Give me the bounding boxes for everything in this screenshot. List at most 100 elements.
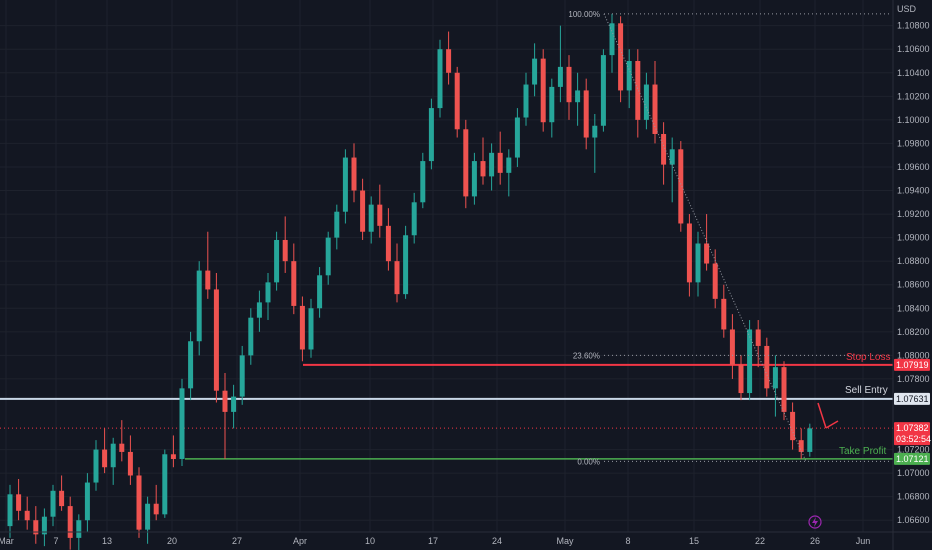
candle — [798, 428, 804, 459]
candle-body — [196, 270, 202, 342]
x-tick-label: 8 — [625, 536, 630, 546]
candle-body — [420, 161, 426, 203]
candle — [643, 72, 649, 130]
candle — [506, 149, 512, 197]
stop-loss-price-tag[interactable]: 1.07919 — [894, 358, 930, 371]
candle — [265, 272, 271, 321]
candle — [299, 296, 305, 362]
sell-entry-price-tag-bg — [894, 392, 930, 405]
x-tick-label: 13 — [102, 536, 112, 546]
candle — [635, 49, 641, 138]
candle — [50, 484, 56, 527]
candle-body — [248, 317, 254, 356]
candle — [274, 231, 280, 291]
fib-trend-line — [603, 13, 807, 462]
candle — [721, 284, 727, 338]
candle — [188, 331, 194, 401]
candle-body — [755, 329, 761, 346]
lightning-icon-circle — [808, 515, 822, 529]
candle — [394, 243, 400, 303]
stop-loss-price-tag-text: 1.07919 — [896, 360, 929, 370]
y-tick-label: 1.10600 — [897, 44, 930, 54]
candle — [669, 137, 675, 203]
candle — [454, 66, 460, 138]
candle — [807, 423, 813, 457]
down-arrow-icon — [817, 402, 839, 429]
candle-body — [540, 58, 546, 123]
candle-body — [33, 520, 39, 535]
x-tick-label: Mar — [0, 536, 14, 546]
candle — [523, 72, 529, 126]
candle — [179, 378, 185, 467]
candle — [575, 72, 581, 126]
y-tick-label: 1.08200 — [897, 327, 930, 337]
candle-body — [403, 235, 409, 295]
candle — [609, 13, 615, 73]
candle-body — [188, 341, 194, 389]
candle — [360, 178, 366, 240]
candle-body — [41, 516, 47, 535]
x-tick-label: 22 — [755, 536, 765, 546]
candle — [695, 231, 701, 297]
candle-body — [609, 23, 615, 56]
candle — [59, 475, 65, 511]
candle — [729, 314, 735, 379]
candle — [437, 39, 443, 118]
candle-body — [145, 503, 151, 530]
candle-body — [291, 261, 297, 306]
y-tick-label: 1.09600 — [897, 162, 930, 172]
currency-label: USD — [897, 4, 917, 14]
candle-body — [506, 157, 512, 173]
current-price-text: 1.07382 — [896, 423, 929, 433]
candle — [772, 355, 778, 417]
y-tick-label: 1.08400 — [897, 303, 930, 313]
candle — [213, 272, 219, 403]
lightning-icon[interactable] — [808, 515, 822, 529]
candle-body — [317, 275, 323, 309]
candle-body — [265, 282, 271, 303]
candle-body — [325, 237, 331, 276]
candle — [7, 484, 13, 538]
candle — [514, 108, 520, 167]
candle-body — [489, 152, 495, 177]
price-axis[interactable]: 1.10800 1.10600 1.10400 1.10200 1.10000 1.098… — [892, 0, 931, 550]
take-profit-price-tag[interactable]: 1.07121 — [894, 452, 930, 465]
y-tick-label: 1.10000 — [897, 115, 930, 125]
candle — [385, 208, 391, 271]
candle — [652, 60, 658, 144]
fib-100-label: 100.00% — [568, 10, 600, 19]
candle-body — [437, 49, 443, 109]
candle-body — [729, 329, 735, 365]
candle-body — [110, 443, 116, 468]
time-axis[interactable]: Mar 7 13 20 27 Apr 10 17 24 May 8 15 22 26 Jun — [0, 531, 932, 546]
candle-body — [308, 308, 314, 350]
candle-body — [686, 223, 692, 283]
candle — [231, 384, 237, 429]
x-tick-label: 26 — [810, 536, 820, 546]
grid-layer — [0, 0, 893, 532]
candle — [686, 214, 692, 297]
candle — [755, 320, 761, 368]
stop-loss-price-tag-bg — [894, 358, 930, 371]
candle-body — [695, 243, 701, 283]
candle — [24, 496, 30, 530]
fib-23-label: 23.60% — [573, 351, 600, 360]
sell-entry-price-tag[interactable]: 1.07631 — [894, 392, 930, 405]
candle — [67, 496, 73, 550]
candle-body — [385, 225, 391, 262]
candle-body — [514, 117, 520, 158]
candle-body — [59, 490, 65, 507]
candle-body — [428, 108, 434, 162]
candle-body — [7, 494, 13, 527]
candle-body — [523, 84, 529, 118]
candle — [712, 249, 718, 309]
candle — [704, 214, 710, 271]
candle-body — [566, 66, 572, 103]
candle — [170, 435, 176, 468]
candle-body — [377, 204, 383, 226]
candle-body — [274, 239, 280, 283]
y-tick-label: 1.10200 — [897, 91, 930, 101]
